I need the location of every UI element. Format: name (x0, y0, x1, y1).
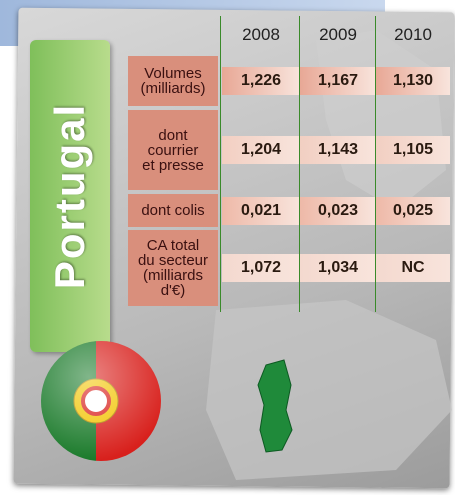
cell: 1,105 (376, 136, 450, 164)
cell: 0,021 (222, 196, 300, 225)
column-divider (375, 16, 376, 312)
cell: 1,226 (222, 67, 300, 95)
cell: 0,023 (300, 196, 376, 225)
column-divider (299, 16, 300, 312)
cell: NC (376, 254, 450, 282)
cell: 1,143 (300, 136, 376, 164)
cell: 1,072 (222, 254, 300, 282)
row-label: dont colis (128, 194, 218, 227)
row-label: Volumes (milliards) (128, 56, 218, 106)
cell: 1,034 (300, 254, 376, 282)
cell: 1,167 (300, 67, 376, 95)
flag (41, 341, 161, 461)
column-header: 2009 (319, 25, 357, 44)
column-header: 2008 (242, 25, 280, 44)
country-tab (30, 40, 110, 352)
row-label: CA total du secteur (milliards d'€) (128, 230, 218, 306)
column-header: 2010 (394, 25, 432, 44)
cell: 1,204 (222, 136, 300, 164)
cell: 0,025 (376, 196, 450, 225)
cell: 1,130 (376, 67, 450, 95)
row-label: dont courrier et presse (128, 110, 218, 190)
column-divider (220, 16, 221, 312)
